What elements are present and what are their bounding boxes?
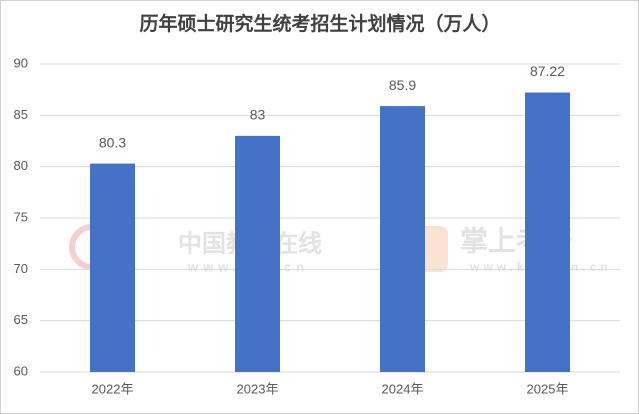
data-label: 87.22 [530, 63, 565, 79]
chart-title: 历年硕士研究生统考招生计划情况（万人） [139, 12, 500, 35]
y-tick-label: 60 [14, 363, 28, 378]
data-label: 83 [250, 107, 266, 123]
y-tick-label: 75 [14, 209, 28, 224]
x-tick-label: 2025年 [527, 381, 569, 396]
bar [525, 92, 570, 373]
y-tick-label: 80 [14, 158, 28, 173]
bar [90, 163, 135, 372]
x-tick-label: 2024年 [382, 381, 424, 396]
data-label: 80.3 [99, 134, 126, 150]
x-tick-label: 2022年 [92, 381, 134, 396]
y-tick-label: 65 [14, 312, 28, 327]
bar [380, 106, 425, 373]
y-tick-label: 70 [14, 261, 28, 276]
x-tick-label: 2023年 [237, 381, 279, 396]
bar [235, 135, 280, 372]
y-tick-label: 90 [14, 55, 28, 70]
data-label: 85.9 [389, 77, 416, 93]
y-tick-label: 85 [14, 107, 28, 122]
